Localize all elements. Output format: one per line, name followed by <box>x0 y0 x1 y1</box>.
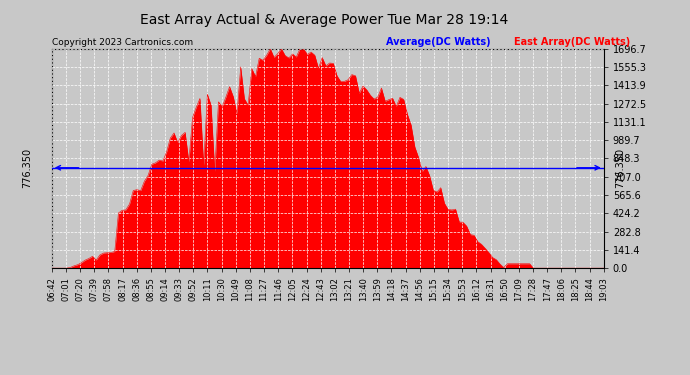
Text: Average(DC Watts): Average(DC Watts) <box>386 37 491 47</box>
Text: Copyright 2023 Cartronics.com: Copyright 2023 Cartronics.com <box>52 38 193 47</box>
Text: 776.350: 776.350 <box>615 148 625 188</box>
Text: 776.350: 776.350 <box>22 148 32 188</box>
Text: East Array(DC Watts): East Array(DC Watts) <box>514 37 630 47</box>
Text: East Array Actual & Average Power Tue Mar 28 19:14: East Array Actual & Average Power Tue Ma… <box>140 13 509 27</box>
